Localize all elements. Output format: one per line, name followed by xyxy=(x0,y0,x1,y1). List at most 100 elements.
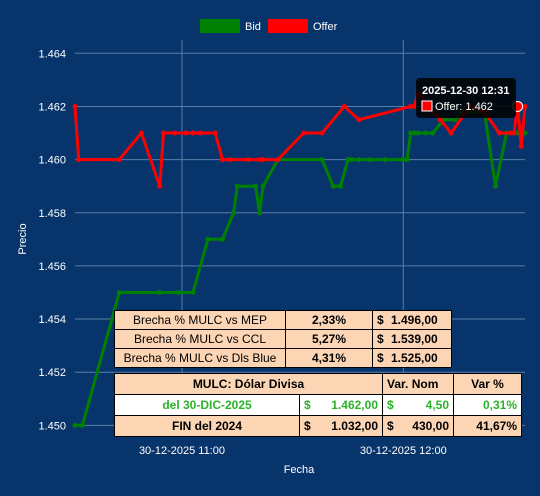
offer-point[interactable] xyxy=(275,157,281,163)
mulc-row-var-nom: $4,50 xyxy=(382,394,454,416)
bid-point[interactable] xyxy=(260,183,266,189)
y-axis-title: Precio xyxy=(17,223,29,254)
offer-point[interactable] xyxy=(448,130,454,136)
bid-point[interactable] xyxy=(234,183,240,189)
bid-point[interactable] xyxy=(400,157,406,163)
offer-point[interactable] xyxy=(172,130,178,136)
brecha-label: Brecha % MULC vs CCL xyxy=(114,329,286,349)
offer-point[interactable] xyxy=(260,157,266,163)
brecha-value: $1.496,00 xyxy=(372,310,452,330)
bid-point[interactable] xyxy=(253,183,259,189)
legend-offer-swatch[interactable] xyxy=(268,19,308,33)
bid-point[interactable] xyxy=(220,236,225,242)
y-tick-label: 1.458 xyxy=(38,208,66,220)
bid-point[interactable] xyxy=(382,157,388,163)
offer-point[interactable] xyxy=(183,130,189,136)
offer-point[interactable] xyxy=(256,157,262,163)
mulc-table: MULC: Dólar Divisa Var. Nom Var % del 30… xyxy=(114,373,522,437)
bid-point[interactable] xyxy=(408,130,414,136)
mulc-row-fin: FIN del 2024 $1.032,00 $430,00 41,67% xyxy=(114,415,522,437)
mulc-var-pct-header: Var % xyxy=(453,373,522,395)
brecha-label: Brecha % MULC vs Dls Blue xyxy=(114,348,286,368)
offer-point[interactable] xyxy=(511,130,517,136)
offer-point[interactable] xyxy=(116,157,122,163)
x-axis-title: Fecha xyxy=(284,464,315,476)
offer-point[interactable] xyxy=(496,130,502,136)
x-tick-label: 30-12-2025 11:00 xyxy=(139,445,225,457)
bid-point[interactable] xyxy=(205,236,211,242)
mulc-row-var-pct: 0,31% xyxy=(453,394,522,416)
brecha-pct: 2,33% xyxy=(285,310,373,330)
bid-point[interactable] xyxy=(411,130,417,136)
offer-point[interactable] xyxy=(161,130,166,136)
mulc-var-nom-header: Var. Nom xyxy=(382,373,454,395)
bid-point[interactable] xyxy=(330,183,336,189)
legend-bid-swatch[interactable] xyxy=(200,19,240,33)
offer-point[interactable] xyxy=(437,117,443,123)
offer-point[interactable] xyxy=(408,103,414,109)
bid-point[interactable] xyxy=(157,290,163,295)
y-tick-label: 1.454 xyxy=(38,314,66,326)
mulc-header-row: MULC: Dólar Divisa Var. Nom Var % xyxy=(114,373,522,395)
offer-point[interactable] xyxy=(72,103,78,109)
offer-point[interactable] xyxy=(227,157,233,163)
bid-point[interactable] xyxy=(349,157,355,163)
offer-point[interactable] xyxy=(197,130,203,136)
bid-point[interactable] xyxy=(256,210,262,216)
offer-point[interactable] xyxy=(157,183,163,189)
offer-point[interactable] xyxy=(190,130,196,136)
tooltip-box xyxy=(416,78,516,118)
bid-point[interactable] xyxy=(422,130,428,136)
y-tick-label: 1.464 xyxy=(38,48,66,60)
brecha-pct: 4,31% xyxy=(285,348,373,368)
legend[interactable]: Bid Offer xyxy=(200,19,338,33)
bid-point[interactable] xyxy=(72,422,78,428)
offer-point[interactable] xyxy=(76,157,82,163)
offer-point[interactable] xyxy=(301,130,307,136)
x-tick-label: 30-12-2025 12:00 xyxy=(360,445,447,457)
offer-point[interactable] xyxy=(507,130,513,136)
offer-point[interactable] xyxy=(212,130,218,136)
tooltip-offer-swatch xyxy=(421,100,433,112)
bid-point[interactable] xyxy=(190,290,196,295)
bid-point[interactable] xyxy=(116,290,122,295)
y-tick-label: 1.462 xyxy=(38,101,66,113)
bid-point[interactable] xyxy=(338,183,344,189)
offer-point[interactable] xyxy=(341,103,347,109)
offer-point[interactable] xyxy=(138,130,144,136)
offer-point[interactable] xyxy=(518,143,524,149)
bid-point[interactable] xyxy=(231,210,237,216)
brecha-pct: 5,27% xyxy=(285,329,373,349)
y-tick-label: 1.450 xyxy=(38,420,66,432)
bid-point[interactable] xyxy=(175,290,181,295)
offer-point[interactable] xyxy=(356,117,362,123)
offer-point[interactable] xyxy=(245,157,251,163)
bid-point[interactable] xyxy=(493,183,498,189)
offer-point[interactable] xyxy=(319,130,325,136)
bid-point[interactable] xyxy=(79,422,85,428)
brecha-row-ccl: Brecha % MULC vs CCL 5,27% $1.539,00 xyxy=(114,329,452,349)
brecha-table: Brecha % MULC vs MEP 2,33% $1.496,00 Bre… xyxy=(114,310,452,368)
y-tick-label: 1.452 xyxy=(38,367,66,379)
bid-point[interactable] xyxy=(415,130,421,136)
offer-point[interactable] xyxy=(411,103,417,109)
bid-point[interactable] xyxy=(356,157,362,163)
bid-point[interactable] xyxy=(367,157,373,163)
brecha-value: $1.525,00 xyxy=(372,348,452,368)
offer-point[interactable] xyxy=(522,103,528,109)
bid-point[interactable] xyxy=(404,157,410,163)
mulc-row-day: del 30-DIC-2025 $1.462,00 $4,50 0,31% xyxy=(114,394,522,416)
legend-bid-label[interactable]: Bid xyxy=(245,21,261,33)
bid-point[interactable] xyxy=(319,157,325,163)
legend-offer-label[interactable]: Offer xyxy=(313,21,338,33)
bid-point[interactable] xyxy=(345,157,351,163)
mulc-row-value: $1.032,00 xyxy=(299,415,383,437)
offer-point[interactable] xyxy=(220,157,225,163)
brecha-label: Brecha % MULC vs MEP xyxy=(114,310,286,330)
bid-point[interactable] xyxy=(430,130,436,136)
chart-tooltip: 2025-12-30 12:31 Offer: 1.462 xyxy=(416,78,516,118)
bid-point[interactable] xyxy=(452,117,458,123)
mulc-row-label: del 30-DIC-2025 xyxy=(114,394,300,416)
y-axis-ticks: 1.450 1.452 1.454 1.456 1.458 1.460 1.462 1.464 xyxy=(38,48,66,432)
